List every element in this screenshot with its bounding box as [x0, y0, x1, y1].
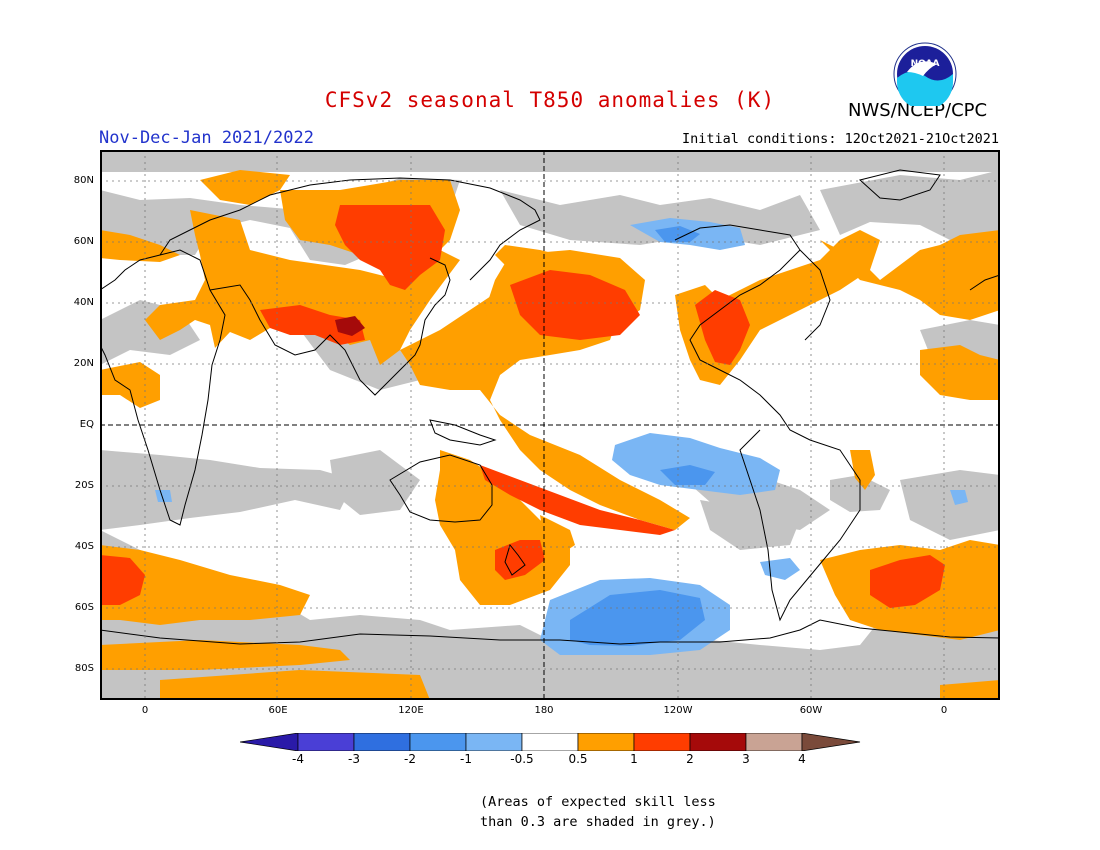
legend-label-neg4: -4	[292, 752, 304, 766]
lat-label-40s: 40S	[74, 541, 94, 552]
cold-anomaly-1-2	[570, 226, 715, 646]
legend-cell-2	[353, 733, 411, 751]
lat-label-60s: 60S	[74, 602, 94, 613]
map-frame	[100, 150, 1000, 700]
graticule	[100, 150, 1000, 700]
warm-anomaly-2-3	[335, 316, 365, 336]
skill-note: (Areas of expected skill less than 0.3 a…	[480, 792, 716, 832]
legend-label-pos0.5: 0.5	[568, 752, 588, 766]
legend-cell-3	[409, 733, 467, 751]
legend-label-neg3: -3	[348, 752, 360, 766]
legend-cell-8	[689, 733, 747, 751]
skill-note-line-1: (Areas of expected skill less	[480, 794, 716, 810]
lat-label-60n: 60N	[73, 236, 94, 247]
lat-label-20s: 20S	[74, 480, 94, 491]
legend-label-neg0.5: -0.5	[510, 752, 534, 766]
noaa-logo-icon: NOAA	[893, 42, 957, 106]
legend-label-neg2: -2	[404, 752, 416, 766]
season-label: Nov-Dec-Jan 2021/2022	[99, 128, 314, 148]
lat-label-eq: EQ	[79, 419, 94, 430]
lon-label-60w: 60W	[799, 705, 823, 716]
lon-label-60e: 60E	[268, 705, 288, 716]
lat-label-80s: 80S	[74, 663, 94, 674]
legend-label-neg1: -1	[460, 752, 472, 766]
legend-cell-4	[465, 733, 523, 751]
map-title: CFSv2 seasonal T850 anomalies (K)	[324, 88, 776, 112]
skill-note-line-2: than 0.3 are shaded in grey.)	[480, 814, 716, 830]
lat-label-20n: 20N	[73, 358, 94, 369]
legend-cell-9	[745, 733, 803, 751]
anomaly-map	[100, 150, 1000, 700]
lon-label-0-west: 0	[141, 705, 149, 716]
equator-dateline	[100, 150, 1000, 700]
lon-label-120w: 120W	[663, 705, 693, 716]
lat-label-80n: 80N	[73, 175, 94, 186]
warm-anomaly-1-2	[100, 205, 945, 608]
legend-cell-5	[521, 733, 579, 751]
legend-cell-0	[240, 733, 299, 751]
coastlines	[100, 169, 1000, 645]
legend-cell-6	[577, 733, 635, 751]
agency-label: NWS/NCEP/CPC	[848, 100, 988, 121]
legend-label-pos4: 4	[798, 752, 806, 766]
legend-label-pos1: 1	[630, 752, 638, 766]
lat-label-40n: 40N	[73, 297, 94, 308]
color-legend-bar	[240, 733, 861, 751]
legend-cell-10	[801, 733, 861, 751]
legend-cell-1	[297, 733, 355, 751]
lon-label-0-east: 0	[940, 705, 948, 716]
svg-text:NOAA: NOAA	[911, 59, 940, 69]
legend-label-pos3: 3	[742, 752, 750, 766]
lon-label-180: 180	[534, 705, 554, 716]
legend-label-pos2: 2	[686, 752, 694, 766]
legend-cell-7	[633, 733, 691, 751]
lon-label-120e: 120E	[398, 705, 424, 716]
initial-conditions-label: Initial conditions: 12Oct2021-21Oct2021	[682, 131, 999, 147]
